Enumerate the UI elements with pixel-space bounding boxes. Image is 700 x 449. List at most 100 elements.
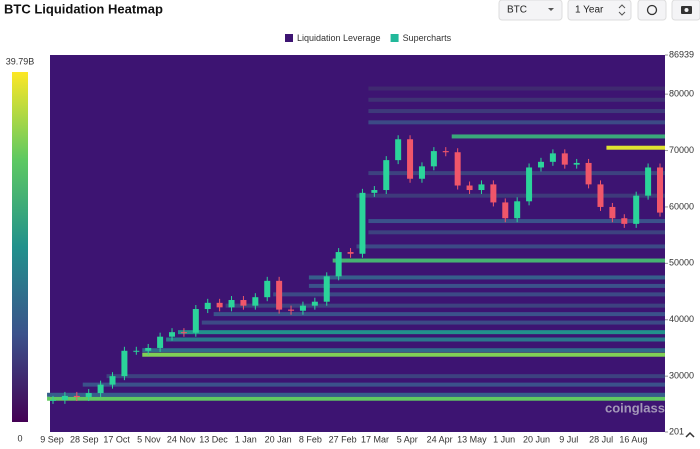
y-tick-label: 86939 bbox=[669, 49, 694, 59]
candle bbox=[216, 302, 223, 308]
candle bbox=[478, 184, 485, 191]
liquidation-band bbox=[106, 374, 665, 379]
liquidation-band bbox=[368, 230, 665, 235]
liquidation-band bbox=[47, 392, 666, 397]
candle bbox=[288, 309, 295, 311]
candle bbox=[418, 166, 425, 179]
plot bbox=[47, 55, 666, 432]
liquidation-band bbox=[142, 348, 665, 353]
candle bbox=[621, 218, 628, 224]
candle bbox=[347, 252, 354, 254]
liquidation-band bbox=[213, 312, 666, 317]
x-tick-label: 1 Jan bbox=[235, 434, 257, 444]
colorbar-label: 0 bbox=[17, 433, 22, 443]
candle bbox=[228, 300, 235, 308]
candle bbox=[121, 350, 128, 377]
candle bbox=[490, 184, 497, 203]
legend-label: Liquidation Leverage bbox=[297, 33, 381, 43]
candle bbox=[657, 167, 663, 213]
candle bbox=[169, 332, 176, 337]
y-tick-label: 201 bbox=[669, 426, 684, 436]
candle bbox=[61, 395, 68, 400]
x-tick-label: 16 Aug bbox=[619, 434, 647, 444]
candle bbox=[633, 195, 640, 224]
x-tick-label: 9 Jul bbox=[559, 434, 578, 444]
legend-swatch bbox=[390, 34, 399, 42]
x-tick-label: 8 Feb bbox=[299, 434, 322, 444]
liquidation-band bbox=[47, 396, 666, 401]
candle bbox=[204, 302, 211, 310]
candle bbox=[502, 202, 509, 219]
candle bbox=[430, 151, 437, 167]
x-tick-label: 5 Nov bbox=[137, 434, 161, 444]
candle bbox=[73, 395, 80, 398]
candle bbox=[85, 393, 92, 398]
x-tick-label: 5 Apr bbox=[397, 434, 418, 444]
legend-label: Supercharts bbox=[403, 33, 452, 43]
x-tick-label: 28 Sep bbox=[70, 434, 99, 444]
liquidation-band bbox=[225, 303, 665, 308]
camera-lens bbox=[684, 8, 689, 12]
y-tick-label: 80000 bbox=[669, 89, 694, 99]
candle bbox=[395, 139, 402, 161]
stepper-icon bbox=[618, 4, 626, 16]
candle bbox=[597, 184, 604, 207]
candle bbox=[609, 206, 616, 219]
screenshot-button[interactable] bbox=[671, 0, 700, 21]
x-tick-label: 24 Apr bbox=[427, 434, 453, 444]
x-tick-label: 13 May bbox=[457, 434, 487, 444]
liquidation-band bbox=[451, 134, 665, 139]
select-box[interactable] bbox=[498, 0, 563, 21]
candle bbox=[264, 280, 271, 298]
liquidation-band bbox=[273, 292, 665, 297]
y-tick-label: 70000 bbox=[669, 145, 694, 155]
candle bbox=[311, 301, 318, 306]
x-tick-label: 13 Dec bbox=[199, 434, 228, 444]
candle bbox=[192, 309, 199, 333]
candle bbox=[133, 350, 140, 352]
candle bbox=[371, 190, 378, 193]
x-tick-label: 17 Mar bbox=[361, 434, 389, 444]
refresh-icon bbox=[646, 4, 658, 16]
button-box[interactable] bbox=[637, 0, 667, 21]
select-box[interactable] bbox=[567, 0, 632, 21]
candle bbox=[50, 399, 56, 401]
x-tick-label: 28 Jul bbox=[589, 434, 613, 444]
symbol-select[interactable]: BTC bbox=[498, 0, 563, 21]
x-tick-label: 27 Feb bbox=[329, 434, 357, 444]
heatmap-background bbox=[50, 55, 665, 432]
candle bbox=[109, 376, 116, 385]
y-tick-label: 50000 bbox=[669, 258, 694, 268]
candle bbox=[549, 153, 556, 162]
liquidation-band bbox=[308, 283, 665, 288]
liquidation-band bbox=[368, 120, 665, 125]
candle bbox=[252, 297, 259, 306]
liquidation-band bbox=[356, 193, 665, 198]
x-tick-label: 20 Jan bbox=[265, 434, 292, 444]
candle bbox=[276, 280, 283, 310]
watermark: coinglass bbox=[605, 400, 665, 415]
liquidation-band bbox=[368, 109, 665, 114]
liquidation-band bbox=[201, 320, 665, 325]
candle bbox=[335, 252, 342, 277]
candle bbox=[561, 153, 568, 165]
candle bbox=[645, 167, 652, 196]
liquidation-band bbox=[368, 97, 665, 102]
liquidation-band bbox=[142, 352, 665, 357]
y-tick-label: 60000 bbox=[669, 201, 694, 211]
candle bbox=[180, 332, 187, 334]
x-tick-label: 17 Oct bbox=[103, 434, 130, 444]
candle bbox=[454, 152, 461, 186]
dropdown-icon bbox=[548, 8, 554, 11]
liquidation-band bbox=[606, 145, 665, 150]
colorbar bbox=[12, 72, 28, 422]
x-tick-label: 24 Nov bbox=[167, 434, 196, 444]
candle bbox=[157, 336, 164, 348]
refresh-button[interactable] bbox=[637, 0, 667, 21]
chart-title: BTC Liquidation Heatmap bbox=[4, 1, 163, 16]
range-select[interactable]: 1 Year bbox=[567, 0, 632, 21]
candle bbox=[383, 160, 390, 191]
candle bbox=[573, 162, 580, 165]
liquidation-band bbox=[332, 258, 665, 263]
x-tick-label: 9 Sep bbox=[40, 434, 64, 444]
